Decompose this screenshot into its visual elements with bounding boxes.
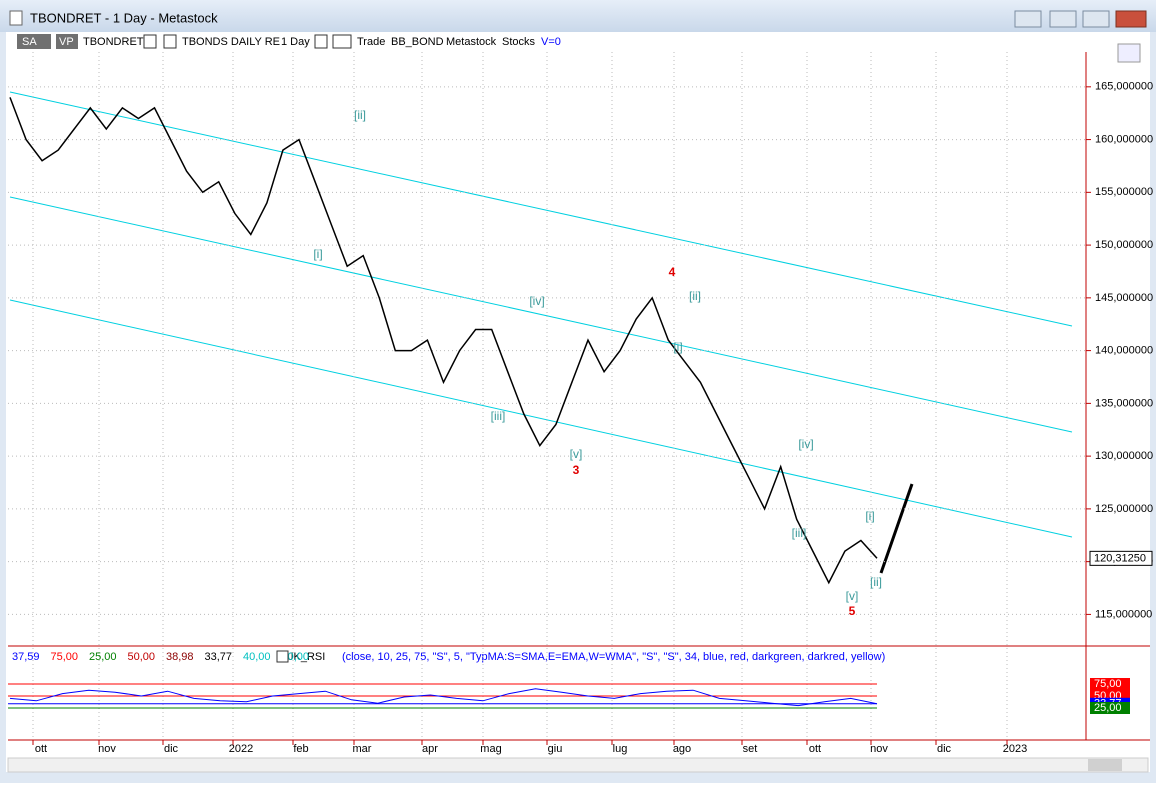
- vp-button[interactable]: [56, 34, 78, 49]
- mode-dropdown[interactable]: [332, 34, 352, 49]
- y-tick-label: 125,000000: [1095, 503, 1153, 515]
- x-tick-label: dic: [164, 743, 179, 755]
- x-tick-label: nov: [870, 743, 888, 755]
- wave-label: [ii]: [689, 289, 701, 303]
- y-tick-label: 165,000000: [1095, 81, 1153, 93]
- wave-label: [iii]: [491, 409, 506, 423]
- minimize-button[interactable]: [1049, 10, 1077, 28]
- wave-label: 3: [573, 463, 580, 477]
- symbol: TBONDRET: [83, 36, 144, 48]
- app-icon: [9, 10, 23, 26]
- y-tick-label: 135,000000: [1095, 397, 1153, 409]
- wave-label: [ii]: [354, 108, 366, 122]
- y-tick-label: 145,000000: [1095, 292, 1153, 304]
- wave-label: [v]: [570, 447, 583, 461]
- x-tick-label: 2022: [229, 743, 253, 755]
- indicator-toggle: [276, 650, 289, 663]
- x-tick-label: mag: [480, 743, 501, 755]
- x-tick-label: ott: [809, 743, 821, 755]
- x-tick-label: ott: [35, 743, 47, 755]
- wave-label: [iv]: [529, 294, 544, 308]
- level-box: [1090, 678, 1130, 690]
- y-tick-label: 115,000000: [1095, 608, 1152, 620]
- kind: Stocks: [502, 36, 536, 48]
- source: Metastock: [446, 36, 497, 48]
- x-tick-label: ago: [673, 743, 691, 755]
- indicator-params: (close, 10, 25, 75, "S", 5, "TypMA:S=SMA…: [342, 651, 885, 663]
- indicator-value: 37,59: [12, 651, 40, 663]
- indicator-value: 25,00: [89, 651, 117, 663]
- indicator-value: 40,00: [243, 651, 271, 663]
- chart-tool-icon[interactable]: [1117, 43, 1141, 63]
- sa-label: SA: [22, 36, 37, 48]
- x-tick-label: giu: [548, 743, 563, 755]
- x-tick-label: mar: [353, 743, 372, 755]
- channel-line: [9, 196, 1073, 433]
- indicator-name: JK_RSI: [288, 651, 325, 663]
- scrollbar[interactable]: [7, 757, 1149, 773]
- window-title: TBONDRET - 1 Day - Metastock: [30, 10, 218, 25]
- wave-label: [i]: [673, 340, 682, 354]
- sa-button[interactable]: [17, 34, 51, 49]
- indicator-value: 75,00: [51, 651, 79, 663]
- y-tick-label: 150,000000: [1095, 239, 1153, 251]
- x-tick-label: 2023: [1003, 743, 1027, 755]
- wave-label: 5: [849, 604, 856, 618]
- period: 1 Day: [281, 36, 310, 48]
- mode: Trade: [357, 36, 385, 48]
- y-tick-label: 130,000000: [1095, 450, 1153, 462]
- channel-line: [9, 91, 1073, 327]
- maximize-button[interactable]: [1082, 10, 1110, 28]
- wave-label: [iv]: [798, 437, 813, 451]
- price-line: [9, 97, 878, 585]
- title-bar: [0, 0, 1156, 32]
- wave-label: [v]: [846, 589, 859, 603]
- volume: V=0: [541, 36, 561, 48]
- wave-label: [i]: [313, 247, 322, 261]
- wave-label: [ii]: [870, 575, 882, 589]
- x-tick-label: set: [743, 743, 758, 755]
- security-name: TBONDS DAILY RE: [182, 36, 280, 48]
- y-tick-label: 140,000000: [1095, 345, 1153, 357]
- rsi-line: [9, 688, 878, 707]
- y-tick-label: 155,000000: [1095, 186, 1153, 198]
- indicator-value: 33,77: [205, 651, 233, 663]
- wave-label: [iii]: [792, 526, 807, 540]
- x-tick-label: feb: [293, 743, 308, 755]
- x-tick-label: dic: [937, 743, 952, 755]
- y-tick-label: 160,000000: [1095, 133, 1153, 145]
- restore-layout-button[interactable]: [1014, 10, 1042, 28]
- info-button[interactable]: [163, 34, 177, 49]
- symbol-dropdown[interactable]: [143, 34, 157, 49]
- x-tick-label: lug: [613, 743, 628, 755]
- level-label: 75,00: [1094, 678, 1122, 690]
- template: BB_BOND: [391, 36, 444, 48]
- close-button[interactable]: [1115, 10, 1147, 28]
- indicator-value: 50,00: [128, 651, 156, 663]
- period-dropdown[interactable]: [314, 34, 328, 49]
- level-label: 25,00: [1094, 702, 1122, 714]
- chart-window: [6, 32, 1150, 772]
- wave-label: [i]: [865, 509, 874, 523]
- scroll-thumb[interactable]: [1088, 759, 1122, 771]
- level-box: [1090, 702, 1130, 714]
- channel-line: [9, 299, 1073, 538]
- indicator-value: 38,98: [166, 651, 194, 663]
- last-price-label: 120,31250: [1094, 552, 1146, 564]
- projection-line: [879, 483, 914, 574]
- x-tick-label: nov: [98, 743, 116, 755]
- vp-label: VP: [59, 36, 74, 48]
- wave-label: 4: [669, 265, 676, 279]
- x-tick-label: apr: [422, 743, 438, 755]
- last-price-box: [1089, 550, 1153, 566]
